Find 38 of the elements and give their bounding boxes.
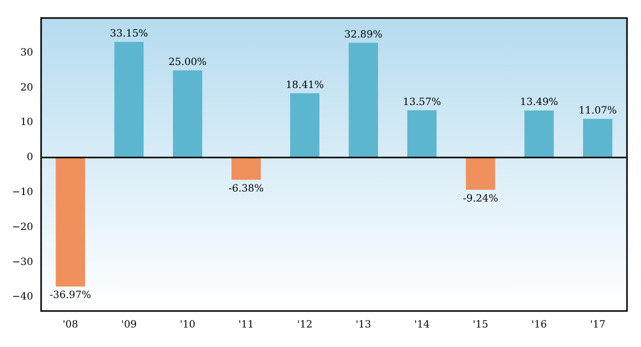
- data-label: 13.49%: [520, 97, 558, 108]
- y-tick-label: 0: [26, 152, 34, 164]
- bar: [56, 158, 86, 286]
- bar: [172, 70, 202, 158]
- x-tick-label: '08: [62, 320, 78, 331]
- y-tick-label: −20: [12, 222, 34, 233]
- bar: [232, 158, 261, 180]
- data-label: 18.41%: [286, 80, 324, 91]
- bar: [466, 158, 496, 190]
- data-label: -6.38%: [228, 183, 264, 194]
- data-label: 13.57%: [402, 96, 442, 108]
- x-tick-label: '11: [238, 320, 254, 331]
- data-label: -36.97%: [50, 290, 92, 302]
- data-label: 11.07%: [578, 106, 617, 117]
- bar: [583, 118, 612, 158]
- data-label: 32.89%: [344, 29, 382, 40]
- bar: [348, 42, 378, 158]
- y-tick-label: 30: [20, 47, 34, 58]
- bar: [114, 42, 144, 158]
- bar: [524, 110, 554, 158]
- data-label: 25.00%: [168, 56, 207, 68]
- x-tick-label: '14: [414, 320, 430, 331]
- y-tick-label: −40: [12, 292, 34, 303]
- x-tick-label: '12: [297, 320, 312, 331]
- data-label: 33.15%: [110, 28, 148, 40]
- x-tick-label: '17: [590, 320, 606, 331]
- x-tick-label: '10: [180, 320, 196, 331]
- bar: [290, 93, 320, 158]
- x-tick-label: '15: [472, 320, 488, 331]
- bar: [407, 110, 437, 158]
- y-tick-label: −10: [12, 187, 34, 198]
- data-label: -9.24%: [462, 193, 498, 204]
- y-tick-label: −30: [12, 256, 34, 268]
- x-tick-label: '09: [121, 320, 137, 331]
- y-tick-label: 20: [20, 82, 34, 94]
- y-tick-label: 10: [20, 117, 34, 128]
- x-tick-label: '13: [356, 320, 372, 331]
- x-tick-label: '16: [531, 320, 547, 331]
